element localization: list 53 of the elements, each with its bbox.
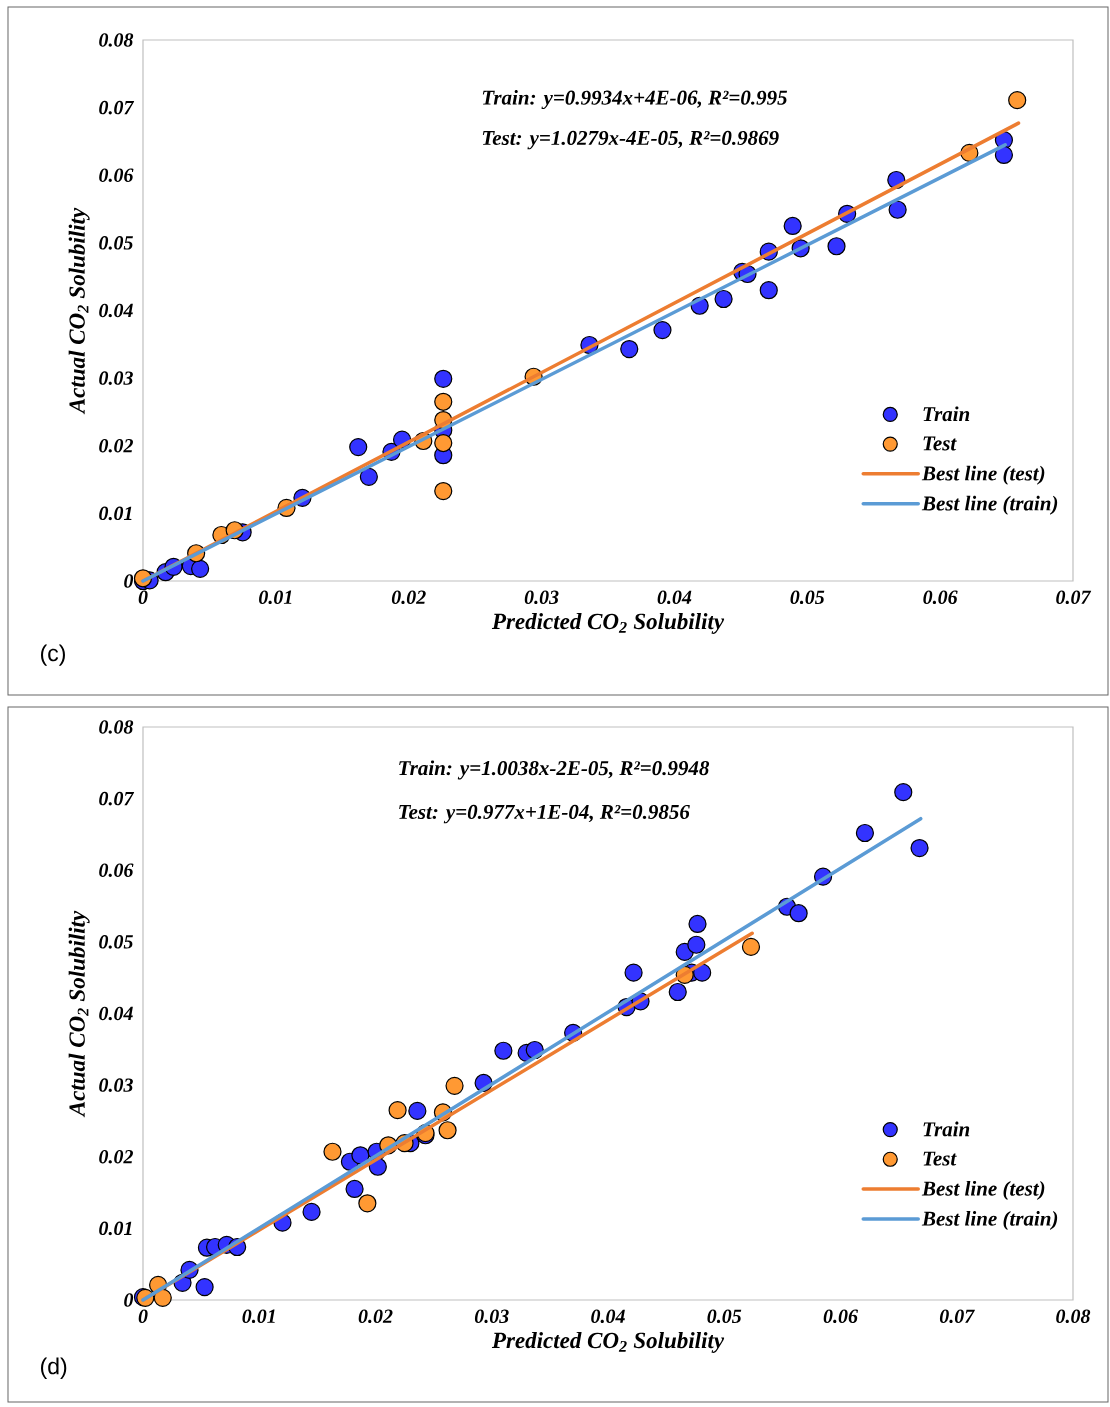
x-tick-label: 0.05 — [707, 1309, 742, 1324]
y-axis-title: Actual CO$_{2}$ Solubility — [68, 910, 90, 1118]
y-tick-label: 0.08 — [99, 720, 134, 734]
y-axis-title: Actual CO$_{2}$ Solubility — [68, 207, 90, 415]
x-axis-title: Predicted CO$_{2}$ Solubility — [491, 1331, 725, 1353]
y-tick-label: 0.03 — [99, 371, 133, 385]
y-tick-label: 0.05 — [99, 935, 133, 949]
legend-label: Best line (test) — [921, 465, 1045, 485]
annotation: Test: y=0.977x+1E-04, R²=0.9856 — [399, 804, 690, 824]
x-tick-label: 0 — [138, 1309, 148, 1324]
x-axis-title: Predicted CO$_{2}$ Solubility — [491, 612, 725, 634]
y-tick-label: 0 — [124, 1293, 134, 1307]
y-tick-label: 0.02 — [99, 1149, 133, 1164]
y-tick-label: 0.01 — [99, 506, 132, 521]
x-tick-label: 0.07 — [939, 1309, 975, 1324]
legend-label: Train — [923, 1121, 970, 1137]
legend-label: Train — [923, 406, 970, 422]
text: (d) — [41, 1357, 67, 1379]
x-tick-label: 0.07 — [1056, 590, 1092, 605]
x-tick-label: 0 — [138, 590, 148, 605]
x-tick-label: 0.06 — [923, 590, 958, 605]
x-tick-label: 0.02 — [358, 1309, 393, 1324]
y-tick-label: 0.07 — [99, 791, 135, 806]
x-tick-label: 0.04 — [657, 590, 692, 605]
y-tick-label: 0.05 — [99, 236, 133, 250]
text: (c) — [41, 644, 65, 666]
y-tick-label: 0.01 — [99, 1221, 132, 1236]
legend-label: Best line (train) — [921, 495, 1058, 515]
x-tick-label: 0.01 — [242, 1309, 275, 1324]
y-tick-label: 0.06 — [99, 168, 134, 183]
y-tick-label: 0.02 — [99, 438, 133, 453]
legend-label: Test — [923, 1151, 957, 1166]
x-tick-label: 0.08 — [1056, 1309, 1091, 1324]
annotation: Train: y=1.0038x-2E-05, R²=0.9948 — [399, 760, 710, 780]
y-tick-label: 0 — [124, 574, 134, 588]
legend-label: Test — [923, 436, 957, 451]
x-tick-label: 0.01 — [259, 590, 292, 605]
y-tick-label: 0.06 — [99, 863, 134, 878]
y-tick-label: 0.04 — [99, 303, 133, 318]
annotation: Test: y=1.0279x-4E-05, R²=0.9869 — [482, 130, 779, 150]
x-tick-label: 0.05 — [790, 590, 825, 605]
x-tick-label: 0.06 — [823, 1309, 858, 1324]
annotation: Train: y=0.9934x+4E-06, R²=0.995 — [482, 89, 788, 110]
y-tick-label: 0.08 — [99, 33, 134, 47]
x-tick-label: 0.04 — [591, 1309, 625, 1324]
x-tick-label: 0.02 — [391, 590, 426, 605]
y-tick-label: 0.04 — [99, 1006, 133, 1021]
y-tick-label: 0.03 — [99, 1078, 133, 1092]
x-tick-label: 0.03 — [474, 1309, 509, 1324]
y-tick-label: 0.07 — [99, 100, 135, 115]
legend-label: Best line (test) — [921, 1180, 1045, 1200]
legend-label: Best line (train) — [921, 1210, 1058, 1230]
x-tick-label: 0.03 — [524, 590, 559, 605]
